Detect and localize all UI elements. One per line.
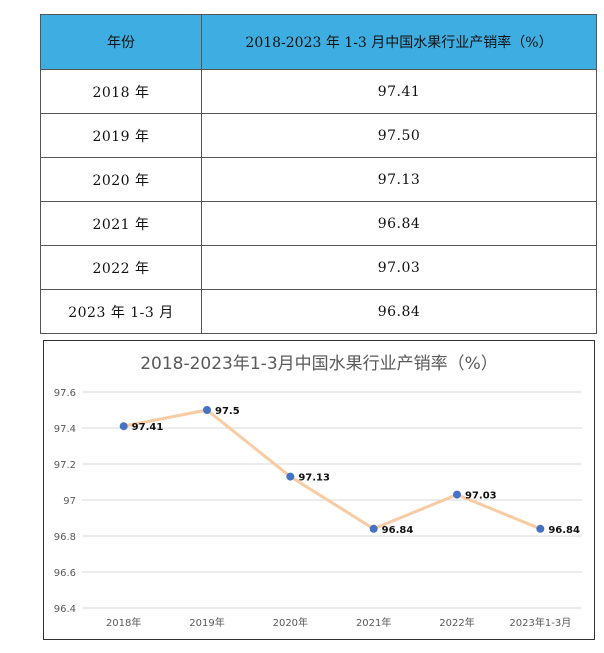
x-axis-ticks: 2018年 2019年 2020年 2021年 2022年 2023年1-3月: [106, 616, 571, 629]
y-tick-label: 97.6: [54, 388, 76, 399]
x-tick-label: 2020年: [273, 616, 308, 629]
data-label: 97.5: [215, 406, 240, 417]
chart-title: 2018-2023年1-3月中国水果行业产销率（%）: [140, 354, 498, 374]
y-tick-label: 96.8: [54, 532, 76, 543]
y-tick-label: 96.6: [54, 568, 76, 579]
table-header-row: 年份 2018-2023 年 1-3 月中国水果行业产销率（%）: [40, 14, 597, 70]
data-label: 96.84: [548, 525, 580, 536]
cell-year: 2020 年: [40, 157, 202, 202]
x-tick-label: 2019年: [189, 616, 224, 629]
y-axis-ticks: 96.4 96.6 96.8 97 97.2 97.4 97.6: [54, 388, 76, 615]
data-point: [453, 490, 461, 499]
table-row: 2018 年 97.41: [40, 69, 597, 114]
table-row: 2021 年 96.84: [40, 201, 597, 246]
x-tick-label: 2021年: [356, 616, 391, 629]
cell-year: 2022 年: [40, 245, 202, 290]
data-label: 97.03: [465, 491, 497, 502]
table-row: 2019 年 97.50: [40, 113, 597, 158]
cell-year: 2018 年: [40, 69, 202, 114]
y-tick-label: 96.4: [54, 604, 76, 615]
data-point: [286, 472, 295, 481]
series-line-group: [119, 406, 545, 533]
header-year: 年份: [40, 14, 202, 70]
line-chart: 2018-2023年1-3月中国水果行业产销率（%） 96.4 96.6 96.8 9…: [43, 340, 595, 640]
data-labels: 97.41 97.5 97.13 96.84 97.03 96.84: [132, 406, 580, 536]
x-tick-label: 2023年1-3月: [509, 616, 571, 629]
chart-canvas: 2018-2023年1-3月中国水果行业产销率（%） 96.496.696.89…: [54, 354, 582, 629]
cell-value: 97.41: [201, 69, 597, 114]
y-tick-label: 97: [63, 496, 76, 507]
cell-year: 2021 年: [40, 201, 202, 246]
x-tick-label: 2022年: [439, 616, 474, 629]
data-point: [203, 406, 211, 414]
data-label: 97.13: [298, 473, 330, 484]
table-row: 2023 年 1-3 月 96.84: [40, 289, 597, 334]
cell-year: 2023 年 1-3 月: [40, 289, 202, 334]
y-tick-label: 97.2: [54, 460, 76, 471]
data-point: [536, 524, 545, 533]
header-value: 2018-2023 年 1-3 月中国水果行业产销率（%）: [201, 14, 597, 70]
y-tick-label: 97.4: [54, 424, 76, 435]
cell-value: 97.13: [201, 157, 597, 202]
cell-value: 97.03: [201, 245, 597, 290]
cell-value: 96.84: [201, 289, 597, 334]
data-label: 96.84: [382, 525, 414, 536]
cell-value: 97.50: [201, 113, 597, 158]
grid-lines: [82, 391, 582, 609]
data-point: [119, 422, 128, 431]
cell-year: 2019 年: [40, 113, 202, 158]
table-row: 2020 年 97.13: [40, 157, 597, 202]
data-table: 年份 2018-2023 年 1-3 月中国水果行业产销率（%） 2018 年 …: [40, 14, 597, 334]
x-tick-label: 2018年: [106, 616, 141, 629]
data-label: 97.41: [132, 422, 164, 433]
cell-value: 96.84: [201, 201, 597, 246]
series-line: [123, 408, 541, 531]
data-point: [369, 524, 378, 533]
table-row: 2022 年 97.03: [40, 245, 597, 290]
